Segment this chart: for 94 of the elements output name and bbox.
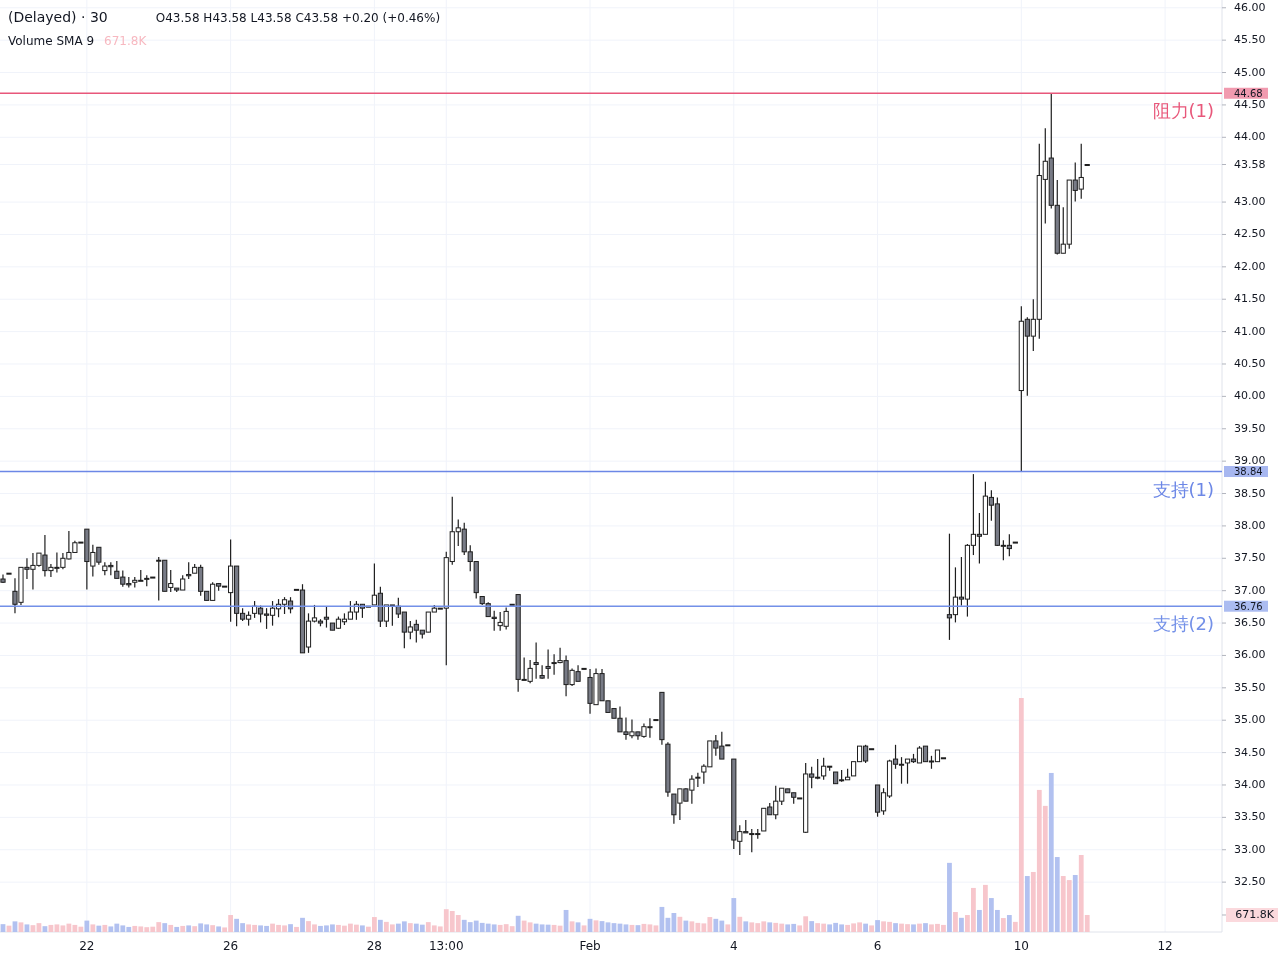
x-tick-label: Feb: [579, 939, 601, 953]
y-tick-label: 43.58: [1234, 157, 1266, 171]
x-tick-label: 10: [1013, 939, 1029, 953]
text: O43.58 H43.58 L43.58 C43.58 +0.20 (+0.46%): [155, 11, 441, 25]
bar: [102, 924, 108, 932]
bar: [210, 925, 216, 932]
y-tick-label: 44.50: [1234, 97, 1266, 111]
y-tick-label: 41.50: [1234, 292, 1266, 306]
y-tick-label: 45.50: [1234, 33, 1266, 47]
y-tick-label: 46.00: [1234, 0, 1266, 14]
bar: [90, 924, 96, 932]
bar: [360, 925, 365, 932]
x-tick-label: 26: [222, 939, 239, 953]
bar: [743, 921, 749, 932]
bar: [1000, 918, 1006, 932]
x-tick-label: 28: [366, 939, 383, 953]
bar: [407, 923, 413, 932]
bar: [168, 924, 174, 932]
y-tick-label: 37.50: [1234, 551, 1266, 565]
ref-line-label: 支持(2): [1152, 613, 1214, 635]
y-tick-label: 40.50: [1234, 356, 1266, 370]
bar: [1006, 915, 1012, 932]
y-tick-label: 40.00: [1234, 389, 1266, 403]
bar: [288, 924, 293, 932]
y-tick-label: 36.76: [1234, 600, 1263, 612]
bar: [1072, 875, 1078, 932]
y-tick-label: 36.50: [1234, 616, 1266, 630]
x-tick-label: 6: [873, 939, 882, 953]
y-tick-label: 36.00: [1234, 648, 1266, 662]
bar: [216, 926, 222, 932]
bar: [911, 924, 916, 932]
y-tick-label: 41.00: [1234, 324, 1266, 338]
bar: [174, 926, 180, 932]
y-tick-label: 33.50: [1234, 810, 1266, 824]
bar: [977, 909, 982, 932]
price-tag: 36.76: [1224, 600, 1268, 612]
ref-line-label: 支持(1): [1152, 478, 1214, 500]
y-tick-label: 35.00: [1234, 713, 1266, 727]
x-tick-label: 4: [729, 939, 738, 953]
y-tick-label: 42.00: [1234, 259, 1266, 273]
y-tick-label: 42.50: [1234, 227, 1266, 241]
y-tick-label: 34.50: [1234, 745, 1266, 759]
bar: [893, 923, 898, 932]
y-tick-label: 44.00: [1234, 130, 1266, 144]
bar: [767, 922, 773, 932]
bar: [737, 916, 743, 932]
y-tick-label: 39.50: [1234, 421, 1266, 435]
bar: [923, 923, 928, 932]
bar: [863, 923, 868, 932]
bar: [1024, 876, 1030, 932]
bar: [731, 898, 737, 932]
bar: [677, 916, 683, 932]
y-tick-label: 37.00: [1234, 583, 1266, 597]
annotation: 671.8K: [104, 34, 148, 48]
bar: [180, 925, 186, 932]
x-tick-label: 22: [79, 939, 95, 953]
y-tick-label: 33.00: [1234, 842, 1266, 856]
annotation: Volume SMA 9: [8, 34, 95, 48]
y-tick-label: 38.50: [1234, 486, 1266, 500]
x-tick-label: 13:00: [428, 939, 464, 953]
x-tick-label: 12: [1157, 939, 1173, 953]
bar: [186, 925, 192, 932]
bar: [725, 924, 731, 932]
price-tag: 44.68: [1224, 87, 1268, 99]
bar: [162, 923, 168, 932]
y-tick-label: 34.00: [1234, 777, 1266, 791]
bar: [959, 917, 964, 932]
bar: [869, 925, 874, 932]
y-tick-label: 45.00: [1234, 65, 1266, 79]
y-tick-label: 39.00: [1234, 454, 1266, 468]
y-tick-label: 35.50: [1234, 680, 1266, 694]
text: (Delayed) · 30: [8, 9, 108, 25]
bar: [809, 921, 815, 932]
bar: [294, 926, 299, 932]
bar: [84, 920, 90, 932]
bar: [683, 920, 689, 932]
y2-tick-label: 671.8K: [1235, 907, 1275, 921]
bar: [377, 919, 383, 932]
bar: [300, 917, 305, 932]
bar: [192, 926, 198, 932]
y-tick-label: 32.50: [1234, 875, 1266, 889]
bar: [875, 920, 880, 932]
bar: [917, 923, 922, 932]
y-tick-label: 44.68: [1234, 87, 1263, 99]
y-tick-label: 38.84: [1234, 466, 1263, 478]
y-tick-label: 43.00: [1234, 195, 1266, 209]
y-tick-label: 38.00: [1234, 518, 1266, 532]
bar: [515, 915, 521, 932]
bar: [953, 911, 958, 932]
bar: [96, 925, 102, 932]
price-tag: 38.84: [1224, 466, 1268, 477]
ref-line-label: 阻力(1): [1152, 100, 1214, 122]
bar: [947, 862, 952, 932]
bar: [982, 884, 988, 932]
